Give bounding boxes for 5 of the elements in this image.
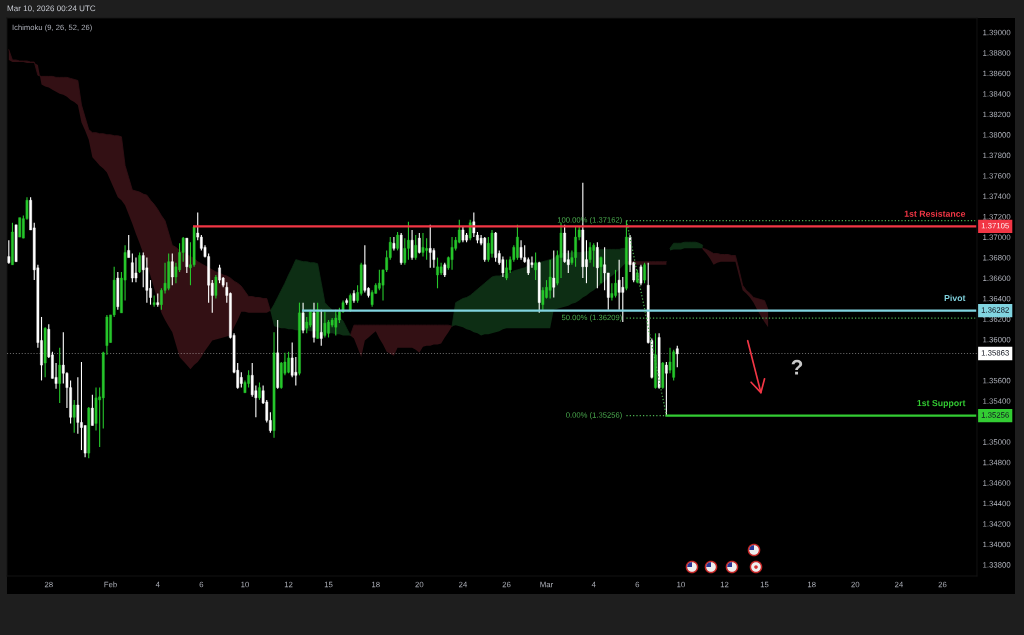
annotation: ?: [791, 359, 803, 375]
series-label: Pivot: [944, 294, 966, 302]
text: Mar 10, 2026 00:24 UTC: [7, 5, 96, 13]
series-label: 1st Resistance: [904, 210, 966, 217]
series-label: 1st Support: [917, 399, 966, 408]
